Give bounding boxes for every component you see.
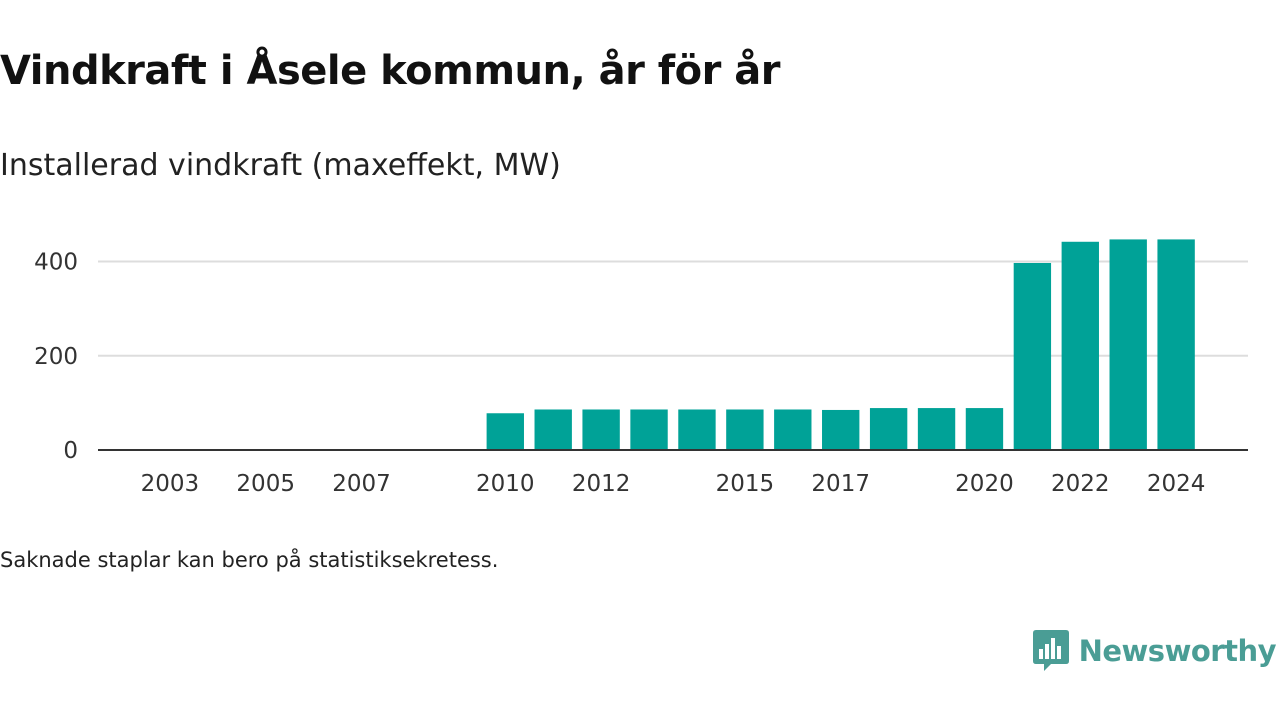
- x-tick-label: 2015: [716, 471, 775, 497]
- bar: [965, 408, 1004, 450]
- brand-logo: Newsworthy: [1032, 628, 1277, 674]
- bar: [534, 409, 572, 450]
- x-tick-label: 2012: [572, 471, 631, 497]
- x-tick-label: 2017: [811, 471, 870, 497]
- x-tick-label: 2020: [955, 471, 1014, 497]
- x-tick-label: 2010: [476, 471, 535, 497]
- bar: [822, 409, 860, 450]
- x-tick-label: 2005: [236, 471, 295, 497]
- x-tick-label: 2024: [1147, 471, 1206, 497]
- bar: [678, 409, 716, 450]
- bar: [917, 408, 956, 450]
- x-tick-label: 2022: [1051, 471, 1110, 497]
- y-tick-label: 400: [34, 250, 78, 276]
- bar: [1157, 239, 1195, 450]
- bar: [1013, 262, 1052, 450]
- bar: [1109, 239, 1147, 450]
- brand-name: Newsworthy: [1078, 634, 1277, 668]
- y-tick-label: 200: [34, 344, 78, 370]
- newsworthy-logo-icon: [1032, 630, 1069, 671]
- bar: [726, 409, 764, 450]
- x-tick-label: 2007: [332, 471, 391, 497]
- bar: [774, 409, 812, 450]
- x-tick-label: 2003: [141, 471, 200, 497]
- bar: [582, 409, 620, 450]
- bar: [630, 409, 668, 450]
- bar: [869, 408, 908, 450]
- bar: [486, 413, 524, 450]
- bar: [1061, 241, 1099, 450]
- chart-title: Vindkraft i Åsele kommun, år för år: [0, 48, 780, 94]
- bar-chart: 0 200 400 2003 2005 2007 2010 2012 2015 2017 2020 2…: [34, 239, 1248, 497]
- chart-subtitle: Installerad vindkraft (maxeffekt, MW): [0, 148, 561, 183]
- footnote: Saknade staplar kan bero på statistiksek…: [0, 548, 499, 572]
- y-tick-label: 0: [63, 438, 78, 464]
